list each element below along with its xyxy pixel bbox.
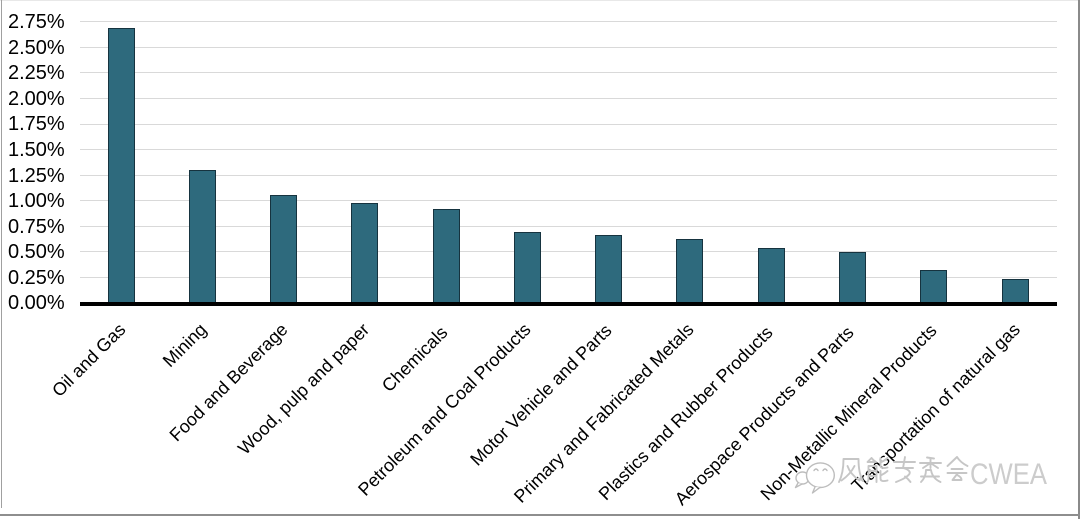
svg-text:CWEA: CWEA bbox=[970, 458, 1047, 491]
